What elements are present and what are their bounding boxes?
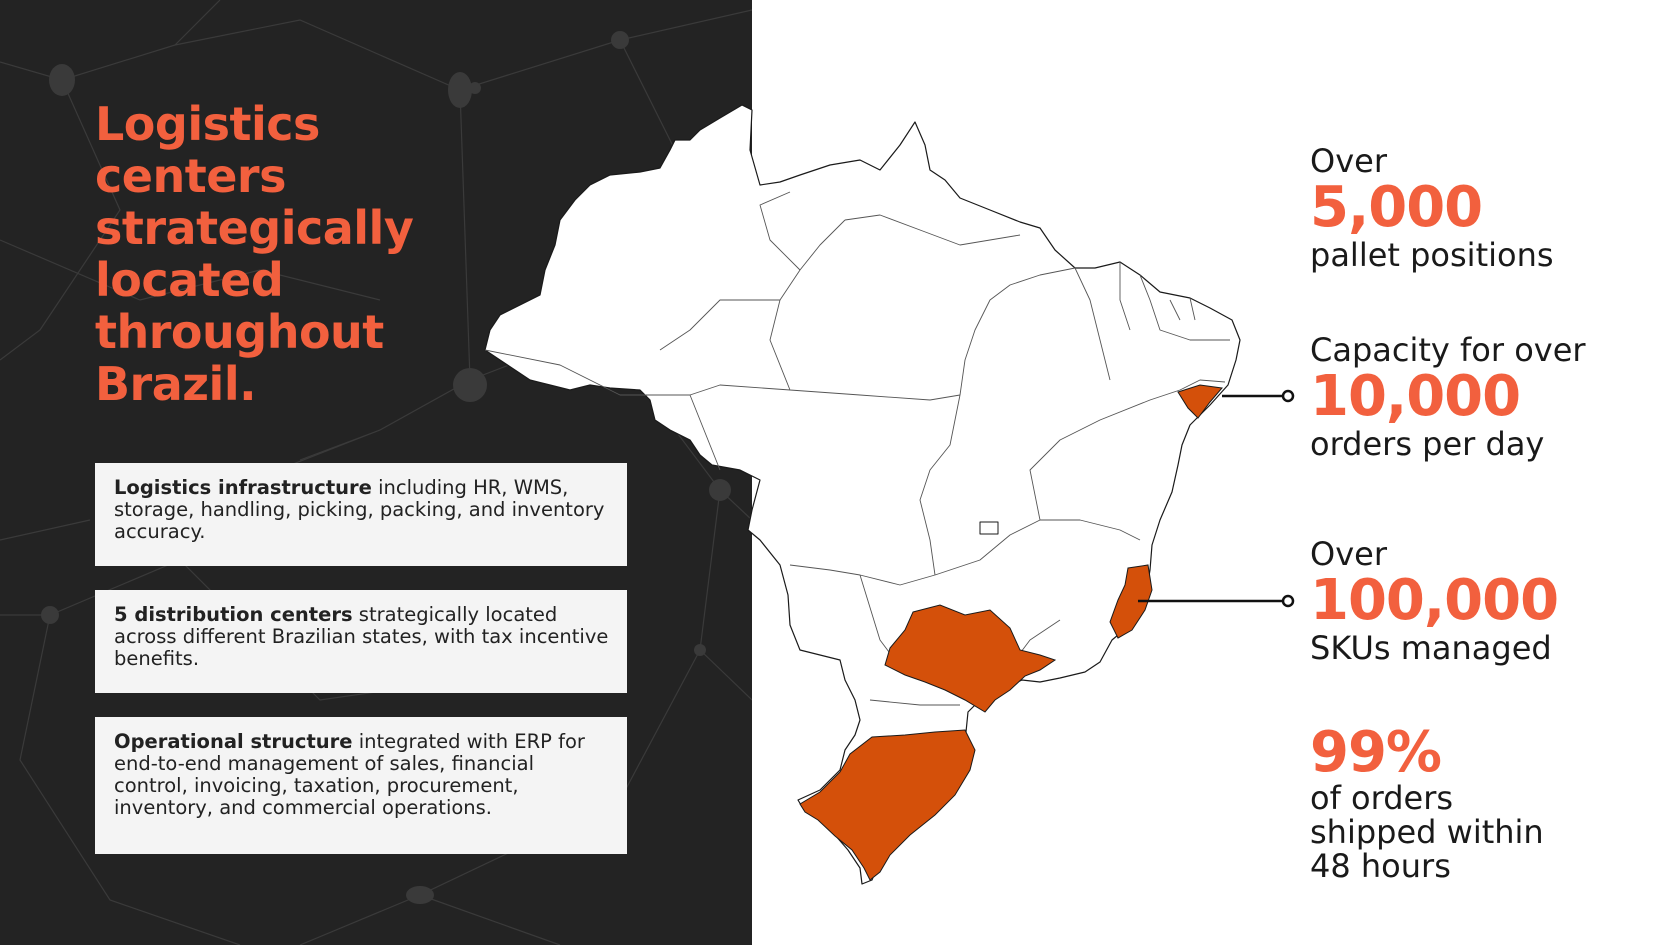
state-espirito-santo — [1109, 564, 1153, 639]
stat-orders-per-day: Capacity for over 10,000 orders per day — [1310, 333, 1586, 461]
info-card-distribution-centers: 5 distribution centers strategically loc… — [95, 590, 627, 693]
stat-prefix: Over — [1310, 142, 1387, 180]
stat-value: 10,000 — [1310, 364, 1521, 429]
stat-suffix: pallet positions — [1310, 236, 1554, 274]
brazil-map — [484, 104, 1241, 885]
state-rio-grande-do-sul — [799, 729, 976, 881]
stat-suffix-line: of orders — [1310, 779, 1454, 817]
stat-suffix-line: 48 hours — [1310, 847, 1451, 885]
stat-prefix: Over — [1310, 535, 1387, 573]
stat-value: 5,000 — [1310, 175, 1483, 240]
card-body-text: strategically located across different B… — [114, 603, 609, 670]
network-background — [0, 0, 752, 945]
stat-orders-shipped: 99% of orders shipped within 48 hours — [1310, 720, 1544, 885]
federal-district — [979, 521, 999, 535]
stat-suffix: SKUs managed — [1310, 629, 1552, 667]
stat-suffix-line: shipped within — [1310, 813, 1544, 851]
card-body-text: including HR, WMS, storage, handling, pi… — [114, 476, 605, 543]
stat-skus-managed: Over 100,000 SKUs managed — [1310, 535, 1559, 667]
info-card-infrastructure: Logistics infrastructure including HR, W… — [95, 463, 627, 566]
stat-pallet-positions: Over 5,000 pallet positions — [1310, 144, 1554, 272]
stat-suffix: orders per day — [1310, 425, 1545, 463]
state-sergipe — [1177, 384, 1223, 419]
card-bold-text: Logistics infrastructure — [114, 476, 372, 499]
callout-dot-espirito-santo — [1281, 594, 1295, 608]
stat-value: 99% — [1310, 720, 1442, 785]
stat-value: 100,000 — [1310, 568, 1559, 633]
card-bold-text: 5 distribution centers — [114, 603, 353, 626]
callout-dot-sergipe — [1281, 389, 1295, 403]
left-panel: Logistics centers strategically located … — [0, 0, 752, 945]
state-sao-paulo — [884, 604, 1057, 713]
brazil-outline — [484, 104, 1241, 885]
page-title: Logistics centers strategically located … — [95, 97, 414, 411]
info-card-operational-structure: Operational structure integrated with ER… — [95, 717, 627, 854]
card-body-text: integrated with ERP for end-to-end manag… — [114, 730, 585, 819]
stat-prefix: Capacity for over — [1310, 331, 1586, 369]
card-bold-text: Operational structure — [114, 730, 353, 753]
state-borders — [484, 191, 1230, 706]
